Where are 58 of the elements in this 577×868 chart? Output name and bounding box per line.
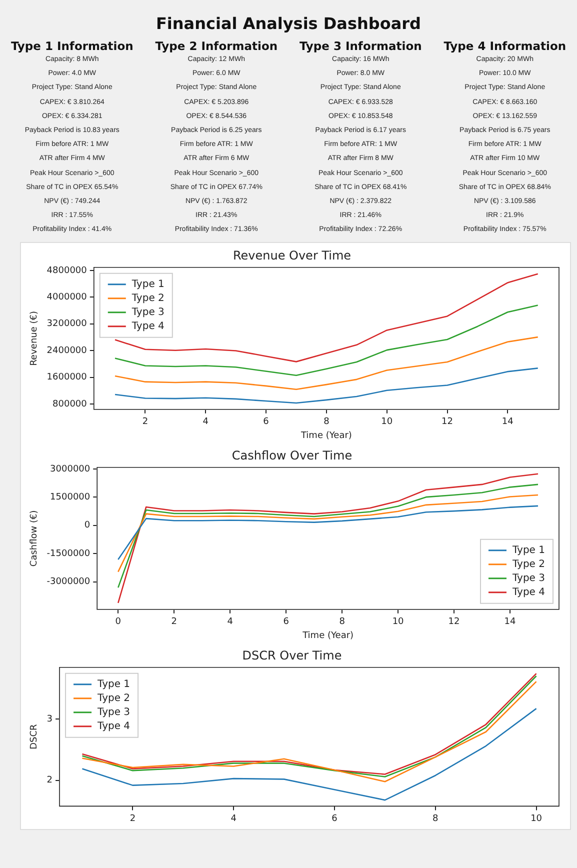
x-tick-label: 6: [332, 814, 338, 824]
x-tick-label: 4: [227, 616, 234, 627]
text: Type 4 Information: [442, 39, 568, 53]
legend-label: Type 3: [511, 572, 546, 584]
x-tick-label: 14: [502, 416, 514, 427]
y-tick-label: 1500000: [50, 492, 90, 502]
x-axis-title: Time (Year): [302, 630, 354, 641]
y-tick-label: 3: [46, 714, 53, 724]
legend-label: Type 3: [130, 306, 164, 318]
x-tick-label: 4: [202, 416, 209, 427]
x-tick-label: 8: [432, 814, 439, 824]
x-tick-label: 12: [448, 616, 460, 627]
legend-label: Type 1: [96, 678, 130, 690]
text: Type 3 Information: [298, 39, 423, 53]
y-axis-title: Revenue (€): [30, 310, 40, 366]
y-tick-label: 3000000: [50, 464, 90, 474]
legend-label: Type 2: [96, 692, 130, 704]
x-tick-label: 14: [504, 616, 516, 627]
legend-label: Type 4: [511, 586, 546, 598]
y-tick-label: 800000: [52, 399, 88, 410]
y-tick-label: 1600000: [46, 372, 88, 382]
y-axis-title: Cashflow (€): [30, 510, 40, 566]
y-tick-label: 3200000: [46, 318, 88, 329]
x-axis-title: Time (Year): [300, 430, 352, 441]
x-tick-label: 8: [324, 416, 330, 427]
x-tick-label: 12: [442, 416, 453, 427]
text: Financial Analysis Dashboard: [155, 14, 422, 33]
y-tick-label: 0: [84, 520, 90, 530]
x-tick-label: 8: [339, 616, 346, 627]
y-tick-label: 4000000: [46, 292, 88, 302]
text: Type 1 Information: [10, 39, 134, 53]
x-tick-label: 0: [115, 616, 122, 627]
legend-label: Type 3: [96, 706, 130, 718]
x-tick-label: 2: [130, 814, 136, 824]
legend-label: Type 1: [511, 544, 546, 556]
y-tick-label: 2400000: [46, 346, 88, 356]
legend-label: Type 1: [130, 278, 164, 290]
y-axis-title: DSCR: [30, 724, 40, 750]
legend-label: Type 4: [96, 720, 130, 732]
y-tick-label: -1500000: [46, 548, 90, 559]
y-tick-label: -3000000: [46, 576, 90, 587]
legend-label: Type 2: [511, 558, 546, 570]
chart-title: DSCR Over Time: [242, 648, 342, 662]
legend-label: Type 2: [130, 292, 164, 304]
x-tick-label: 10: [381, 416, 393, 427]
x-tick-label: 10: [392, 616, 404, 627]
x-tick-label: 2: [171, 616, 177, 627]
x-tick-label: 2: [142, 416, 148, 427]
x-tick-label: 6: [283, 616, 290, 627]
text: Type 2 Information: [154, 39, 279, 53]
chart-title: Revenue Over Time: [232, 248, 352, 262]
x-tick-label: 6: [263, 416, 270, 427]
y-tick-label: 2: [46, 775, 53, 786]
chart-title: Cashflow Over Time: [232, 448, 352, 462]
y-tick-label: 4800000: [46, 265, 88, 276]
x-tick-label: 10: [530, 814, 542, 824]
x-tick-label: 4: [230, 814, 237, 824]
legend-label: Type 4: [130, 320, 164, 332]
